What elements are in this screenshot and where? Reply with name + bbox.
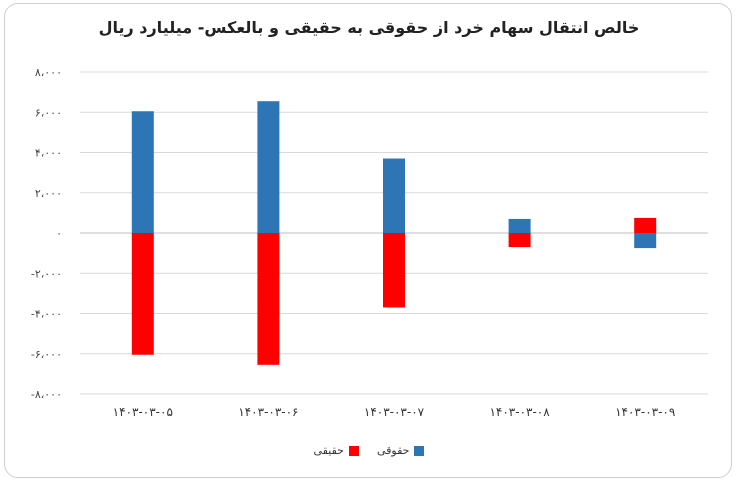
bar-haghighi <box>131 233 154 355</box>
y-tick-label: ۲،۰۰۰ <box>35 187 62 200</box>
bar-haghighi <box>257 233 280 365</box>
legend-label-haghighi: حقیقی <box>313 444 344 457</box>
bar-haghighi <box>634 217 657 233</box>
x-tick-label: ۱۴۰۳-۰۳-۰۵ <box>113 405 173 419</box>
chart-title: خالص انتقال سهام خرد از حقوقی به حقیقی و… <box>98 18 640 37</box>
bar-haghighi <box>508 233 531 248</box>
y-tick-label: -۶،۰۰۰ <box>31 348 62 361</box>
bar-hoghooghi <box>508 218 531 233</box>
y-tick-label: -۴،۰۰۰ <box>31 308 62 321</box>
y-tick-label: -۸،۰۰۰ <box>31 388 62 401</box>
chart-frame <box>4 3 732 478</box>
bar-hoghooghi <box>634 233 657 249</box>
x-tick-label: ۱۴۰۳-۰۳-۰۶ <box>238 405 298 419</box>
x-tick-label: ۱۴۰۳-۰۳-۰۸ <box>489 405 550 419</box>
y-tick-label: ۶،۰۰۰ <box>35 106 62 119</box>
x-tick-label: ۱۴۰۳-۰۳-۰۹ <box>615 405 675 419</box>
y-tick-label: ۸،۰۰۰ <box>35 66 62 79</box>
legend-swatch-haghighi <box>348 445 359 456</box>
x-tick-label: ۱۴۰۳-۰۳-۰۷ <box>364 405 425 419</box>
y-tick-label: -۲،۰۰۰ <box>31 267 62 280</box>
legend-label-hoghooghi: حقوقی <box>376 444 410 457</box>
bar-hoghooghi <box>383 158 405 233</box>
bar-hoghooghi <box>131 111 154 233</box>
legend-item-haghighi: حقیقی <box>314 444 359 457</box>
y-tick-label: ۰ <box>56 227 62 240</box>
bar-hoghooghi <box>257 101 280 234</box>
y-tick-label: ۴،۰۰۰ <box>35 147 62 160</box>
bar-haghighi <box>383 233 405 308</box>
legend-swatch-hoghooghi <box>414 445 425 456</box>
chart-legend: حقوقی حقیقی <box>0 444 738 457</box>
legend-item-hoghooghi: حقوقی <box>376 444 425 457</box>
